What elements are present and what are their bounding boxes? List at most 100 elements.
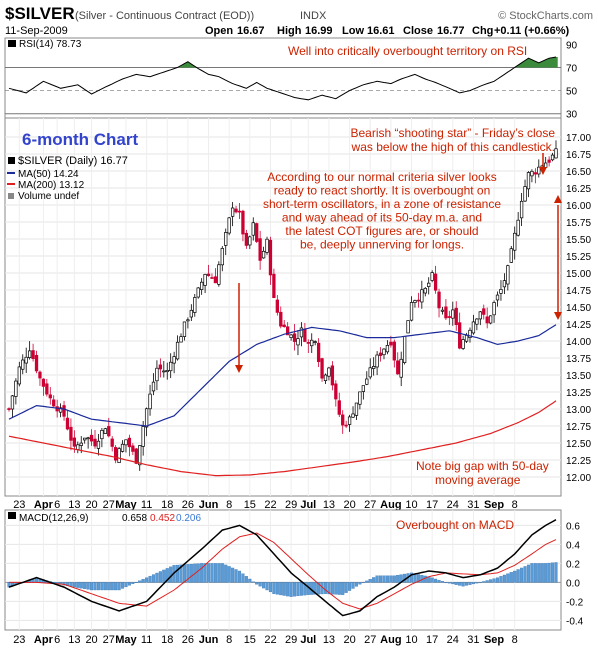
- price-tick-label: 14.00: [566, 337, 591, 348]
- rsi-tick-label: 70: [566, 63, 578, 74]
- candle-body: [17, 366, 21, 385]
- candle-body: [485, 316, 489, 324]
- candle-body: [406, 320, 410, 334]
- candle-body: [537, 166, 541, 175]
- macd-histogram-bar: [196, 563, 200, 583]
- candle-body: [382, 348, 386, 356]
- macd-histogram-bar: [244, 576, 248, 583]
- macd-histogram-bar: [351, 582, 355, 589]
- candle-body: [96, 440, 101, 449]
- macd-histogram-bar: [265, 582, 269, 591]
- macd-histogram-bar: [434, 578, 438, 583]
- candle-body: [502, 280, 507, 288]
- x-tick-label: 8: [512, 499, 518, 511]
- candle-body: [200, 281, 204, 290]
- candle-body: [107, 426, 111, 437]
- macd-histogram-bar: [372, 577, 376, 583]
- candle-body: [124, 439, 128, 446]
- price-tick-label: 14.75: [566, 286, 591, 297]
- macd-histogram-bar: [275, 582, 279, 595]
- macd-histogram-bar: [148, 575, 152, 583]
- candle-body: [158, 364, 163, 370]
- macd-histogram-bar: [451, 582, 455, 585]
- macd-histogram-bar: [313, 582, 317, 595]
- macd-x-tick-label: 18: [161, 634, 173, 646]
- gap-note-line2: moving average: [435, 473, 521, 487]
- high-value: 16.99: [305, 25, 333, 37]
- macd-histogram-bar: [55, 582, 59, 584]
- candle-body: [186, 319, 190, 322]
- candle-body: [416, 299, 421, 302]
- macd-histogram-bar: [279, 582, 283, 596]
- candle-body: [113, 447, 118, 461]
- rsi-overbought-area: [179, 61, 195, 68]
- macd-frame: [4, 509, 562, 631]
- macd-x-tick-label: 13: [323, 634, 335, 646]
- macd-histogram-bar: [83, 582, 87, 589]
- candle-body: [282, 324, 286, 328]
- candle-body: [286, 326, 290, 336]
- macd-histogram-bar: [303, 582, 307, 596]
- candle-body: [131, 445, 135, 452]
- price-grid: [5, 118, 561, 496]
- macd-histogram-bar: [72, 582, 76, 588]
- candle-body: [217, 264, 221, 285]
- candle-body: [544, 162, 548, 168]
- candle-body: [495, 294, 500, 301]
- macd-histogram-bar: [358, 582, 362, 585]
- price-tick-labels: 17.00 16.75 16.50 16.25 16.00 15.75 15.50 15.25…: [566, 133, 591, 484]
- macd-histogram-bar: [444, 582, 448, 584]
- macd-histogram-bar: [292, 582, 297, 597]
- candle-body: [241, 210, 245, 235]
- candle-body: [358, 391, 362, 405]
- candle-body: [513, 232, 517, 251]
- candle-body: [237, 210, 242, 213]
- candle-body: [27, 350, 32, 358]
- candle-body: [482, 308, 486, 315]
- candle-body: [516, 219, 520, 236]
- candle-body: [427, 282, 431, 287]
- candle-body: [554, 148, 558, 159]
- rsi-note: Well into critically overbought territor…: [288, 44, 527, 58]
- candle-body: [365, 378, 369, 385]
- gap-arrow-head-up: [554, 195, 562, 203]
- macd-histogram-bar: [213, 563, 217, 583]
- candle-body: [396, 360, 400, 375]
- macd-histogram-bar: [179, 564, 183, 583]
- candle-body: [530, 170, 534, 177]
- candle-body: [389, 341, 393, 346]
- macd-x-tick-label: 20: [343, 634, 355, 646]
- candle-body: [347, 416, 352, 425]
- macd-histogram-bar: [537, 563, 541, 583]
- main-note: According to our normal criteria silver …: [263, 170, 501, 252]
- macd-x-tick-label: 31: [467, 634, 479, 646]
- macd-histogram-bar: [468, 582, 472, 585]
- macd-histogram-bar: [182, 564, 187, 583]
- macd-x-tick-label: May: [115, 634, 137, 646]
- price-tick-label: 12.50: [566, 439, 591, 450]
- candle-body: [444, 306, 448, 319]
- candle-body: [475, 318, 479, 325]
- macd-histogram-bar: [523, 566, 527, 583]
- candle-body: [478, 311, 482, 320]
- macd-histogram-bar: [513, 570, 517, 583]
- macd-histogram-bar: [492, 578, 496, 583]
- candle-body: [265, 238, 269, 253]
- price-tick-label: 14.50: [566, 303, 591, 314]
- candle-body: [316, 342, 321, 362]
- volume-legend: Volume undef: [18, 191, 79, 202]
- candle-body: [341, 414, 345, 426]
- candle-body: [193, 297, 197, 313]
- macd-histogram-bar: [210, 563, 214, 583]
- candle-body: [138, 445, 142, 466]
- candle-body: [289, 334, 293, 338]
- price-tick-label: 16.25: [566, 184, 591, 195]
- candle-body: [468, 329, 472, 338]
- candle-body: [175, 341, 180, 360]
- six-month-label: 6-month Chart: [22, 130, 139, 149]
- price-panel: 17.00 16.75 16.50 16.25 16.00 15.75 15.50 15.25…: [4, 117, 591, 497]
- candle-body: [24, 356, 28, 364]
- candle-body: [258, 238, 262, 261]
- candle-body: [372, 366, 376, 369]
- x-tick-label: 27: [103, 499, 115, 511]
